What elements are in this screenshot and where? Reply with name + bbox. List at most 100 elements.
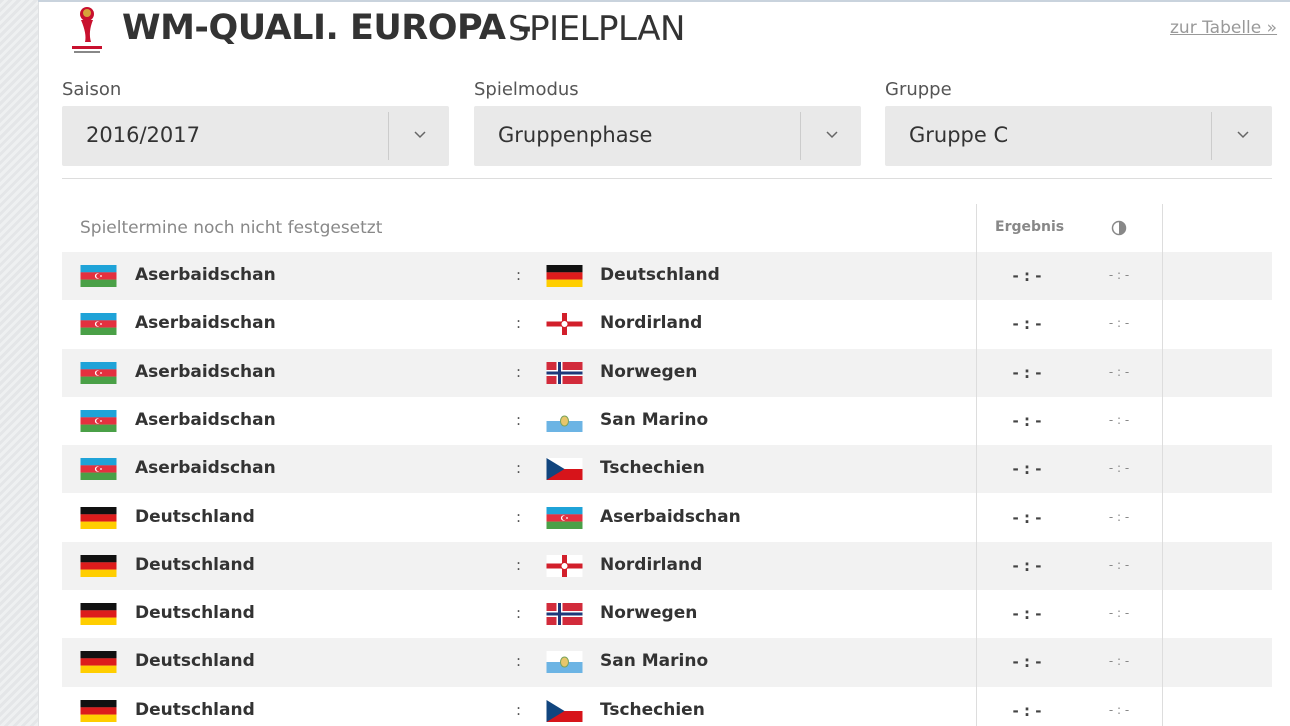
flag	[546, 313, 583, 336]
match-row[interactable]: Aserbaidschan: Nordirland - : - - : -	[62, 300, 1272, 348]
flag	[546, 409, 583, 432]
halftime-result: - : -	[1108, 557, 1130, 572]
separator: :	[516, 652, 522, 671]
column-divider	[1162, 204, 1163, 726]
home-team: Deutschland	[135, 554, 255, 575]
halftime-result: - : -	[1108, 702, 1130, 717]
halftime-result: - : -	[1108, 606, 1130, 621]
away-team: San Marino	[600, 651, 709, 672]
result: - : -	[1012, 701, 1042, 720]
flag	[546, 361, 583, 384]
match-row[interactable]: Deutschland: San Marino - : - - : -	[62, 638, 1272, 687]
away-team: Tschechien	[600, 699, 705, 720]
match-row[interactable]: Deutschland: Aserbaidschan - : - - : -	[62, 494, 1272, 542]
away-team: Tschechien	[600, 458, 705, 479]
separator: :	[516, 314, 522, 333]
flag	[546, 699, 583, 722]
dropdown[interactable]: Gruppenphase	[474, 106, 861, 166]
halftime-icon	[1111, 220, 1127, 236]
away-team: Norwegen	[600, 361, 698, 382]
column-divider	[976, 204, 977, 726]
flag	[80, 699, 117, 722]
home-team: Aserbaidschan	[135, 265, 276, 285]
separator: :	[516, 410, 522, 429]
result: - : -	[1012, 460, 1042, 479]
top-line	[38, 0, 1290, 2]
match-row[interactable]: Deutschland: Nordirland - : - - : -	[62, 541, 1272, 591]
flag	[80, 506, 117, 529]
home-team: Aserbaidschan	[135, 361, 276, 382]
flag	[80, 361, 117, 384]
home-team: Aserbaidschan	[135, 458, 276, 479]
halftime-result: - : -	[1108, 268, 1130, 282]
halftime-result: - : -	[1108, 316, 1130, 331]
match-row[interactable]: Aserbaidschan: Tschechien - : - - : -	[62, 445, 1272, 494]
match-row[interactable]: Deutschland: Tschechien - : - - : -	[62, 687, 1272, 726]
away-team: Nordirland	[600, 554, 703, 575]
home-team: Deutschland	[135, 699, 255, 720]
away-team: San Marino	[600, 409, 709, 430]
flag	[546, 603, 583, 626]
home-team: Aserbaidschan	[135, 409, 276, 430]
result: - : -	[1012, 411, 1042, 430]
away-team: Deutschland	[600, 265, 720, 285]
filter-label: Spielmodus	[474, 79, 579, 100]
dropdown-value: 2016/2017	[86, 123, 200, 147]
chevron	[826, 131, 838, 139]
separator: :	[516, 459, 522, 478]
separator: :	[516, 507, 522, 526]
chevron	[1237, 131, 1249, 139]
flag	[80, 313, 117, 336]
dropdown-value: Gruppe C	[909, 123, 1009, 147]
flag	[80, 651, 117, 674]
dropdown-divider	[1211, 112, 1212, 160]
flag	[546, 651, 583, 674]
home-team: Deutschland	[135, 603, 255, 624]
side-strip	[0, 0, 39, 726]
match-row[interactable]: Aserbaidschan: San Marino - : - - : -	[62, 397, 1272, 445]
home-team: Deutschland	[135, 651, 255, 672]
result-header: Ergebnis	[995, 219, 1065, 235]
flag	[80, 409, 117, 432]
result: - : -	[1012, 315, 1042, 334]
table-link[interactable]: zur Tabelle »	[1170, 18, 1278, 38]
flag	[546, 506, 583, 529]
result: - : -	[1012, 508, 1042, 527]
chevron	[414, 131, 426, 139]
page-subtitle: SPIELPLAN	[508, 9, 685, 49]
halftime-result: - : -	[1108, 509, 1130, 524]
match-row[interactable]: Aserbaidschan: Deutschland - : - - : -	[62, 252, 1272, 301]
halftime-result: - : -	[1108, 461, 1130, 476]
match-row[interactable]: Aserbaidschan: Norwegen - : - - : -	[62, 348, 1272, 397]
flag	[80, 554, 117, 577]
flag	[546, 554, 583, 577]
away-team: Nordirland	[600, 313, 703, 334]
separator: :	[516, 555, 522, 574]
home-team: Aserbaidschan	[135, 313, 276, 334]
table-note: Spieltermine noch nicht festgesetzt	[80, 218, 383, 238]
flag	[80, 265, 117, 287]
dropdown-divider	[388, 112, 389, 160]
away-team: Aserbaidschan	[600, 506, 741, 527]
dropdown[interactable]: Gruppe C	[885, 106, 1272, 166]
flag	[80, 458, 117, 481]
separator: :	[516, 700, 522, 719]
away-team: Norwegen	[600, 603, 698, 624]
result: - : -	[1012, 556, 1042, 575]
result: - : -	[1012, 605, 1042, 624]
filter-label: Gruppe	[885, 79, 952, 100]
halftime-result: - : -	[1108, 654, 1130, 669]
match-row[interactable]: Deutschland: Norwegen - : - - : -	[62, 590, 1272, 638]
dropdown[interactable]: 2016/2017	[62, 106, 449, 166]
flag	[546, 458, 583, 481]
separator: :	[516, 604, 522, 623]
logo	[72, 7, 102, 53]
flag	[80, 603, 117, 626]
result: - : -	[1012, 363, 1042, 382]
halftime-result: - : -	[1108, 364, 1130, 379]
home-team: Deutschland	[135, 506, 255, 527]
divider	[62, 178, 1272, 179]
result: - : -	[1012, 653, 1042, 672]
